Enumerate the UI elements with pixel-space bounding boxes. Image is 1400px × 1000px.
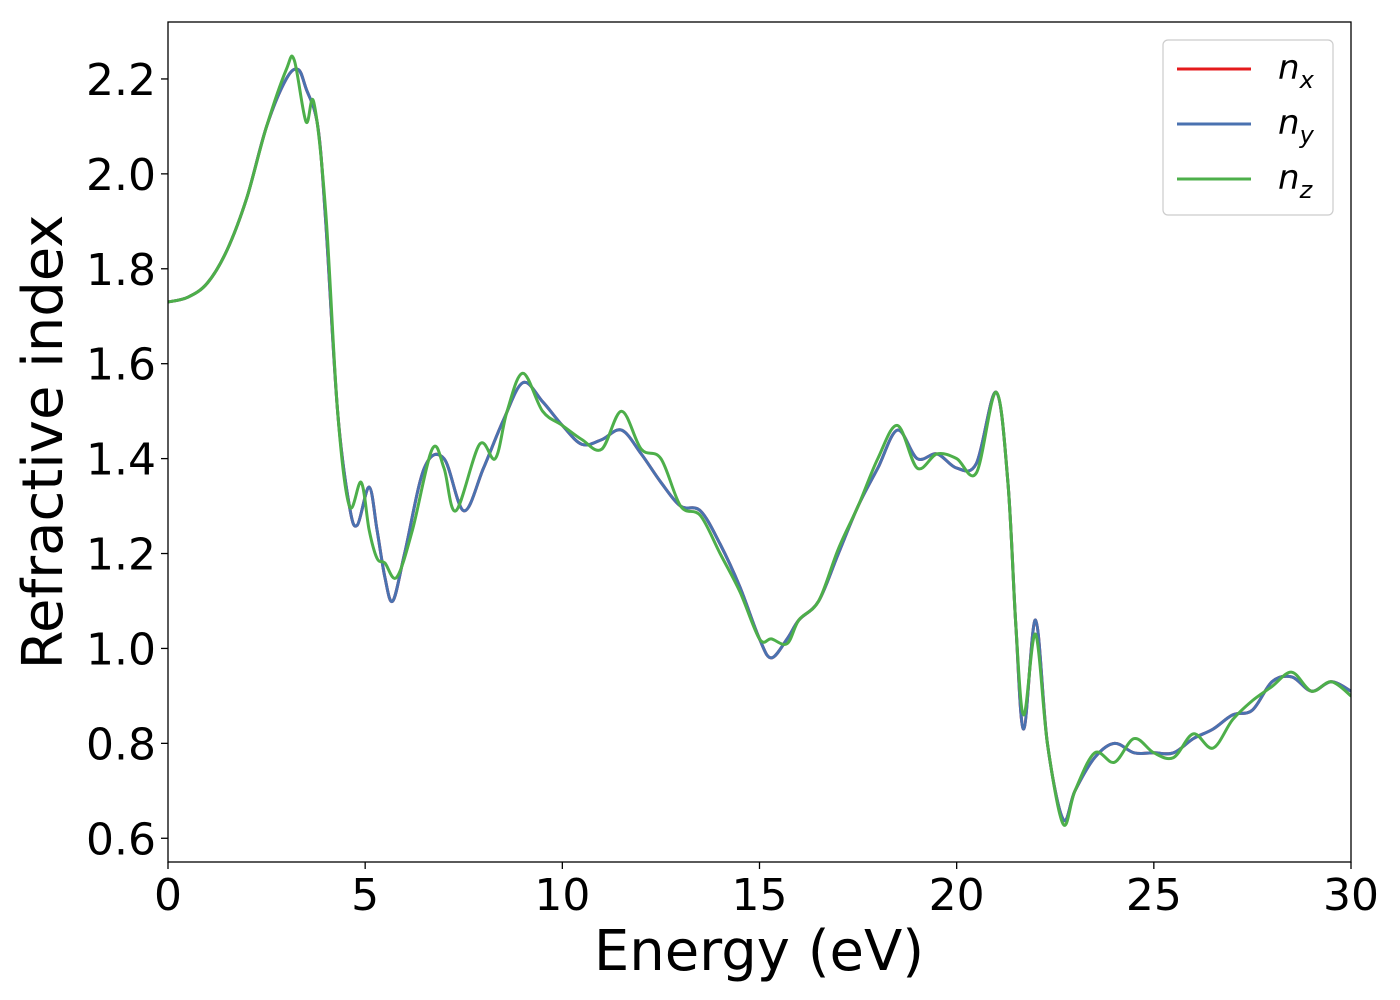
y-axis: 0.6 0.8 1.0 1.2 1.4 1.6 1.8 2.0 2.2	[86, 55, 168, 865]
y-tick-label: 1.2	[86, 530, 156, 581]
legend: nx ny nz	[1162, 39, 1334, 216]
series-lines	[168, 54, 1351, 827]
y-tick-label: 0.6	[86, 814, 156, 865]
legend-label-nx: nx	[1278, 48, 1315, 94]
y-axis-title: Refractive index	[11, 215, 76, 670]
x-tick-label: 30	[1323, 870, 1379, 921]
y-tick-label: 0.8	[86, 719, 156, 770]
x-tick-label: 10	[534, 870, 590, 921]
y-tick-label: 1.4	[86, 435, 156, 486]
legend-label-ny: ny	[1278, 103, 1315, 149]
y-tick-label: 1.0	[86, 624, 156, 675]
x-tick-label: 20	[929, 870, 985, 921]
legend-box	[1162, 39, 1334, 216]
y-tick-label: 2.0	[86, 150, 156, 201]
y-tick-label: 1.6	[86, 340, 156, 391]
y-tick-label: 2.2	[86, 55, 156, 106]
legend-label-nz: nz	[1278, 158, 1314, 204]
x-tick-label: 25	[1126, 870, 1182, 921]
x-tick-label: 0	[154, 870, 182, 921]
x-axis: 0 5 10 15 20 25 30	[154, 862, 1379, 921]
x-tick-label: 15	[732, 870, 788, 921]
y-tick-label: 1.8	[86, 245, 156, 296]
series-line-n-z	[168, 54, 1351, 827]
x-axis-title: Energy (eV)	[594, 919, 924, 984]
x-tick-label: 5	[351, 870, 379, 921]
